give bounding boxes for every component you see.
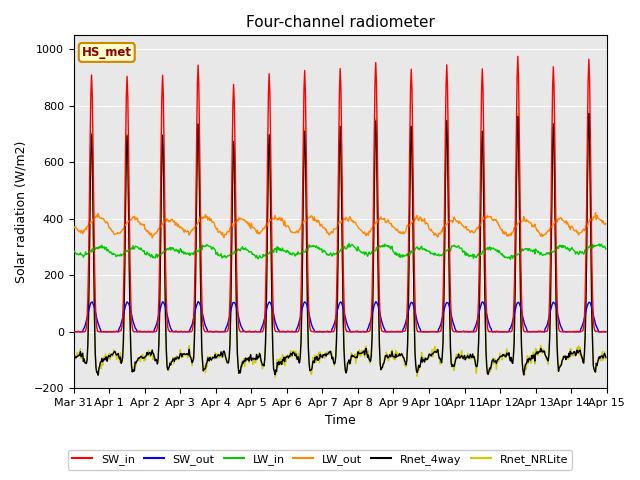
Rnet_4way	[135, 356, 143, 361]
Rnet_NRLite	[271, 374, 279, 380]
Rnet_4way	[79, 359, 87, 364]
Rnet_4way	[70, 353, 77, 359]
Rnet_NRLite	[216, 352, 224, 358]
LW_out	[405, 222, 413, 228]
SW_out	[195, 299, 202, 304]
LW_in	[405, 250, 413, 255]
LW_in	[602, 246, 610, 252]
LW_out	[79, 228, 87, 233]
LW_out	[134, 219, 142, 225]
SW_out	[70, 329, 77, 335]
SW_out	[218, 329, 226, 335]
SW_out	[80, 325, 88, 331]
LW_out	[148, 235, 156, 240]
Title: Four-channel radiometer: Four-channel radiometer	[246, 15, 435, 30]
LW_in	[188, 251, 196, 257]
LW_out	[420, 216, 428, 221]
SW_in	[514, 53, 522, 59]
LW_in	[216, 252, 224, 258]
Rnet_4way	[217, 349, 225, 355]
LW_out	[592, 210, 600, 216]
SW_out	[406, 303, 413, 309]
Legend: SW_in, SW_out, LW_in, LW_out, Rnet_4way, Rnet_NRLite: SW_in, SW_out, LW_in, LW_out, Rnet_4way,…	[68, 450, 572, 469]
SW_in	[405, 204, 413, 210]
SW_out	[422, 329, 429, 335]
Rnet_NRLite	[188, 362, 196, 368]
X-axis label: Time: Time	[325, 414, 356, 427]
SW_in	[135, 328, 143, 334]
Rnet_NRLite	[420, 357, 428, 362]
SW_in	[70, 329, 78, 335]
Rnet_4way	[602, 354, 610, 360]
Line: SW_in: SW_in	[74, 56, 606, 332]
SW_out	[70, 329, 78, 335]
Line: LW_in: LW_in	[74, 243, 606, 259]
SW_in	[217, 329, 225, 335]
LW_out	[602, 221, 610, 227]
Rnet_4way	[420, 359, 428, 365]
LW_out	[217, 231, 225, 237]
Text: HS_met: HS_met	[82, 46, 132, 59]
Rnet_NRLite	[70, 354, 77, 360]
LW_in	[79, 254, 87, 260]
Rnet_4way	[94, 372, 102, 378]
LW_in	[420, 246, 428, 252]
LW_in	[507, 256, 515, 262]
Line: Rnet_NRLite: Rnet_NRLite	[74, 114, 606, 377]
Rnet_NRLite	[514, 111, 522, 117]
Rnet_NRLite	[405, 258, 413, 264]
Rnet_4way	[405, 255, 413, 261]
SW_in	[189, 324, 196, 330]
LW_in	[345, 240, 353, 246]
LW_out	[70, 224, 77, 230]
Rnet_NRLite	[134, 358, 142, 364]
Line: Rnet_4way: Rnet_4way	[74, 113, 606, 375]
Rnet_NRLite	[602, 356, 610, 361]
LW_out	[189, 227, 196, 233]
SW_in	[602, 329, 610, 335]
SW_in	[70, 329, 77, 335]
SW_out	[602, 329, 610, 335]
SW_out	[189, 318, 196, 324]
Rnet_NRLite	[79, 359, 87, 364]
SW_out	[135, 328, 143, 334]
LW_in	[134, 245, 142, 251]
Rnet_4way	[189, 358, 196, 364]
SW_in	[420, 329, 428, 335]
Rnet_4way	[585, 110, 593, 116]
Y-axis label: Solar radiation (W/m2): Solar radiation (W/m2)	[15, 141, 28, 283]
Line: SW_out: SW_out	[74, 301, 606, 332]
SW_in	[80, 329, 88, 335]
Line: LW_out: LW_out	[74, 213, 606, 238]
LW_in	[70, 248, 77, 253]
